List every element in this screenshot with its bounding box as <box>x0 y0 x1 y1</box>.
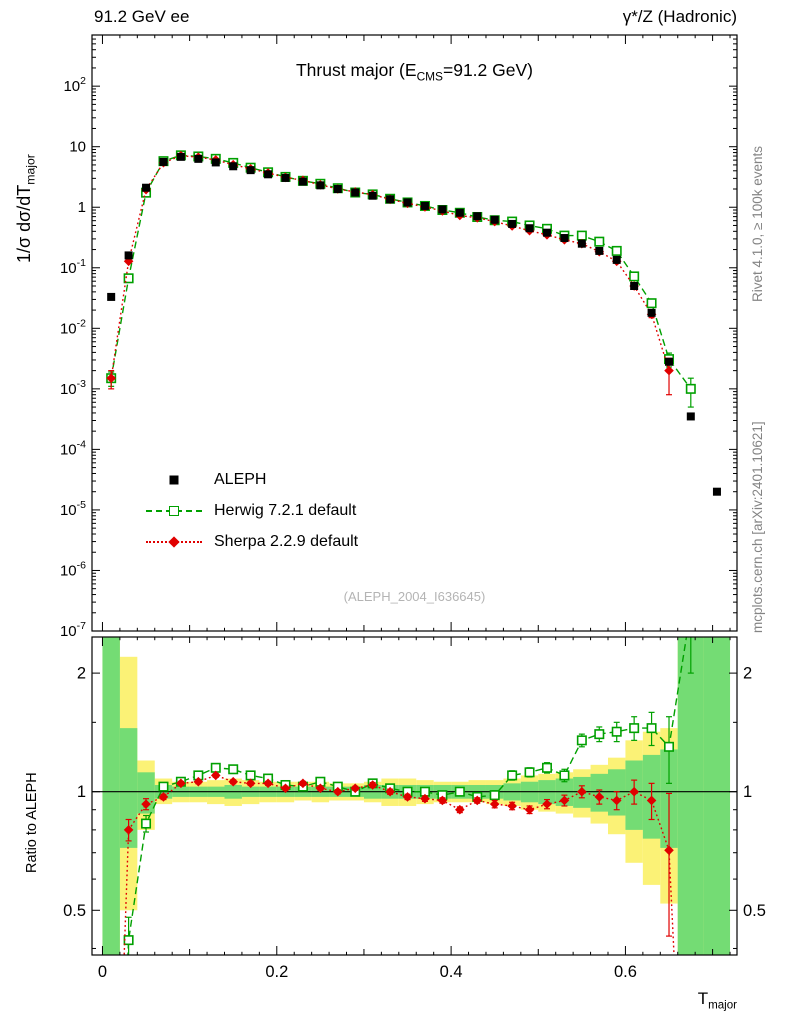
aleph-marker-sample <box>146 472 202 488</box>
ratio-bands <box>102 637 731 955</box>
x-axis-label-text: T <box>697 989 709 1008</box>
open-square-icon <box>169 505 179 516</box>
beam-energy-label: 91.2 GeV ee <box>94 7 190 26</box>
svg-text:0: 0 <box>98 963 107 981</box>
svg-text:0.6: 0.6 <box>614 963 637 981</box>
svg-text:1: 1 <box>743 783 752 801</box>
legend-label-sherpa: Sherpa 2.2.9 default <box>214 532 359 550</box>
mcplots-reference-note: mcplots.cern.ch [arXiv:2401.10621] <box>750 421 765 633</box>
svg-text:0.5: 0.5 <box>743 902 766 920</box>
legend-label-herwig: Herwig 7.2.1 default <box>214 501 357 519</box>
svg-text:0.2: 0.2 <box>265 963 288 981</box>
ratio-frame <box>91 636 738 956</box>
svg-text:10-1: 10-1 <box>60 257 86 277</box>
series-herwig <box>106 150 696 408</box>
sherpa-marker-sample <box>146 534 202 550</box>
plot-title-sub: CMS <box>416 69 443 84</box>
filled-square-icon <box>169 475 179 484</box>
svg-text:2: 2 <box>743 665 752 683</box>
rivet-version-note: Rivet 4.1.0, ≥ 100k events <box>750 146 765 302</box>
legend-item-sherpa: Sherpa 2.2.9 default <box>146 526 358 557</box>
x-axis-label: Tmajor <box>698 989 737 1011</box>
svg-text:10: 10 <box>69 139 86 156</box>
x-axis-label-sub: major <box>708 999 737 1012</box>
svg-text:10-6: 10-6 <box>60 559 86 579</box>
series-aleph <box>107 152 721 496</box>
plot-title: Thrust major (ECMS=91.2 GeV) <box>92 60 737 84</box>
svg-text:1: 1 <box>77 783 86 801</box>
svg-text:10-3: 10-3 <box>60 378 86 398</box>
legend-label-aleph: ALEPH <box>214 470 267 488</box>
svg-text:10-4: 10-4 <box>60 438 86 458</box>
y-axis-label-sub: major <box>23 154 38 185</box>
diamond-icon <box>168 535 180 548</box>
svg-text:10-5: 10-5 <box>60 499 86 519</box>
ratio-axis-label: Ratio to ALEPH <box>24 772 40 873</box>
legend-item-aleph: ALEPH <box>146 464 358 495</box>
herwig-marker-sample <box>146 503 202 519</box>
y-axis-label-text: 1/σ dσ/dT <box>14 184 34 263</box>
svg-text:10-2: 10-2 <box>60 317 86 337</box>
plot-title-text: Thrust major (E <box>295 60 417 80</box>
main-series <box>106 150 721 496</box>
svg-text:102: 102 <box>63 75 86 95</box>
main-frame <box>91 34 738 632</box>
svg-text:1: 1 <box>78 199 86 216</box>
analysis-id-watermark: (ALEPH_2004_I636645) <box>343 589 486 604</box>
ratio-series <box>123 637 694 955</box>
svg-text:2: 2 <box>77 665 86 683</box>
process-label: γ*/Z (Hadronic) <box>622 7 737 26</box>
legend: ALEPH Herwig 7.2.1 default Sherpa 2.2.9 … <box>146 464 358 557</box>
legend-item-herwig: Herwig 7.2.1 default <box>146 495 358 526</box>
svg-text:0.4: 0.4 <box>440 963 463 981</box>
plot-title-post: =91.2 GeV) <box>443 60 533 80</box>
svg-text:10-7: 10-7 <box>60 620 86 640</box>
series-sherpa <box>106 150 674 396</box>
series-sherpa-ratio <box>123 770 675 955</box>
y-axis-label: 1/σ dσ/dTmajor <box>14 154 38 263</box>
svg-text:0.5: 0.5 <box>63 902 86 920</box>
